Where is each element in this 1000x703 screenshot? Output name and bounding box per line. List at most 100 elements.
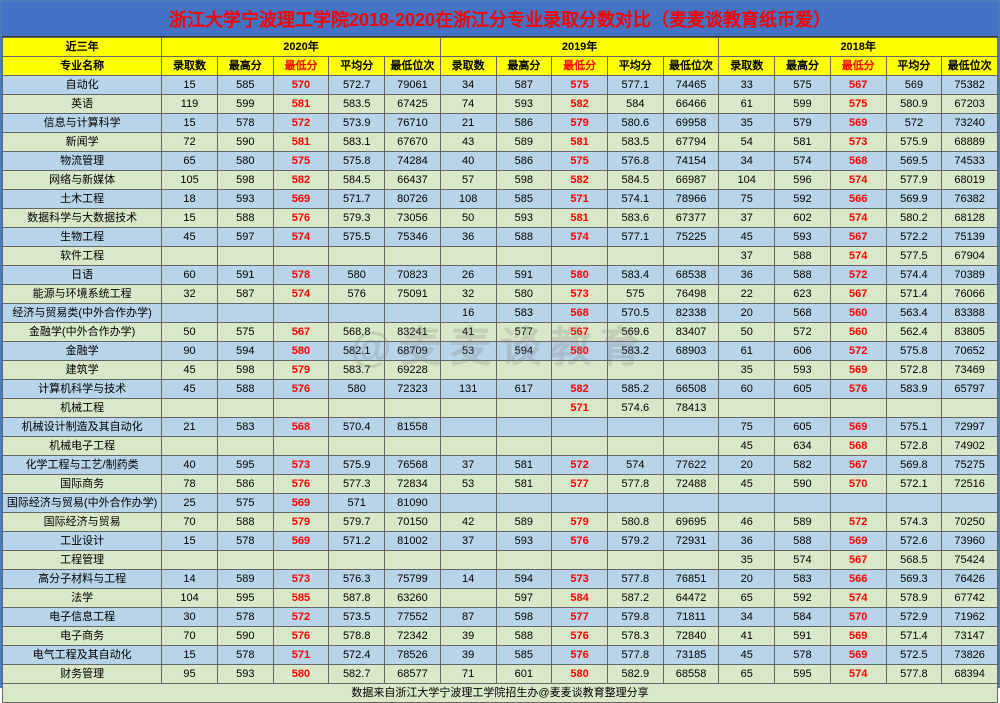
data-cell: 66437	[385, 171, 441, 190]
data-cell: 594	[496, 570, 552, 589]
data-cell: 576.8	[607, 152, 663, 171]
data-cell: 599	[217, 95, 273, 114]
data-cell: 574	[830, 247, 886, 266]
data-cell: 72997	[942, 418, 998, 437]
data-cell	[663, 247, 719, 266]
data-cell: 571.4	[886, 285, 942, 304]
data-cell: 593	[217, 665, 273, 684]
data-cell: 90	[162, 342, 218, 361]
data-cell: 572.8	[886, 437, 942, 456]
data-cell	[329, 399, 385, 418]
data-cell: 576	[552, 646, 608, 665]
data-cell: 588	[496, 228, 552, 247]
data-cell: 575	[217, 323, 273, 342]
data-cell: 69695	[663, 513, 719, 532]
data-cell	[552, 551, 608, 570]
data-cell	[217, 437, 273, 456]
data-cell: 65797	[942, 380, 998, 399]
table-row: 国际经济与贸易(中外合作办学)2557556957181090	[3, 494, 998, 513]
data-cell: 70652	[942, 342, 998, 361]
data-cell: 577.3	[329, 475, 385, 494]
data-cell: 575.9	[329, 456, 385, 475]
data-cell: 571	[329, 494, 385, 513]
data-cell: 74	[440, 95, 496, 114]
data-cell	[273, 304, 329, 323]
data-cell	[607, 418, 663, 437]
table-row: 国际商务78586576577.37283453581577577.872488…	[3, 475, 998, 494]
data-cell: 605	[775, 418, 831, 437]
data-cell: 70	[162, 513, 218, 532]
data-cell: 571	[273, 646, 329, 665]
footer-row: 数据来自浙江大学宁波理工学院招生办@麦麦谈教育整理分享	[3, 684, 998, 703]
data-cell: 569	[830, 627, 886, 646]
data-cell: 81002	[385, 532, 441, 551]
data-cell	[162, 247, 218, 266]
data-cell: 45	[719, 228, 775, 247]
data-cell: 589	[496, 513, 552, 532]
data-cell: 577.1	[607, 228, 663, 247]
table-row: 电子信息工程30578572573.57755287598577579.8718…	[3, 608, 998, 627]
subheader-cell: 最低分	[552, 57, 608, 76]
data-cell	[440, 247, 496, 266]
data-cell: 578	[217, 532, 273, 551]
major-cell: 工程管理	[3, 551, 162, 570]
data-cell	[719, 494, 775, 513]
data-cell: 577.9	[886, 171, 942, 190]
table-row: 机械工程571574.678413	[3, 399, 998, 418]
major-cell: 物流管理	[3, 152, 162, 171]
subheader-cell: 最高分	[217, 57, 273, 76]
data-cell: 572.4	[329, 646, 385, 665]
data-cell: 577.1	[607, 76, 663, 95]
data-cell: 569	[830, 114, 886, 133]
data-cell: 87	[440, 608, 496, 627]
data-cell: 575.8	[886, 342, 942, 361]
data-cell: 580.8	[607, 513, 663, 532]
major-header: 专业名称	[3, 57, 162, 76]
subheader-cell: 最高分	[496, 57, 552, 76]
data-cell: 66987	[663, 171, 719, 190]
table-row: 物流管理65580575575.87428440586575576.874154…	[3, 152, 998, 171]
data-cell: 598	[496, 608, 552, 627]
data-cell: 76382	[942, 190, 998, 209]
data-cell: 567	[830, 76, 886, 95]
data-cell: 18	[162, 190, 218, 209]
data-cell: 578	[775, 646, 831, 665]
data-cell: 596	[775, 171, 831, 190]
data-cell: 567	[552, 323, 608, 342]
data-cell: 61	[719, 95, 775, 114]
data-cell: 574	[830, 171, 886, 190]
table-row: 能源与环境系统工程3258757457675091325805735757649…	[3, 285, 998, 304]
data-cell	[329, 304, 385, 323]
data-cell: 574	[775, 152, 831, 171]
data-cell: 575.8	[329, 152, 385, 171]
major-cell: 网络与新媒体	[3, 171, 162, 190]
data-cell: 78966	[663, 190, 719, 209]
data-cell: 75799	[385, 570, 441, 589]
data-cell: 574.4	[886, 266, 942, 285]
data-cell: 20	[719, 456, 775, 475]
page-title: 浙江大学宁波理工学院2018-2020在浙江分专业录取分数对比（麦麦谈教育纸币爱…	[2, 2, 998, 37]
major-cell: 金融学(中外合作办学)	[3, 323, 162, 342]
data-cell: 573	[552, 570, 608, 589]
data-cell: 585	[273, 589, 329, 608]
data-cell: 39	[440, 627, 496, 646]
data-cell	[440, 361, 496, 380]
data-cell	[217, 551, 273, 570]
data-cell: 578.8	[329, 627, 385, 646]
data-cell: 597	[496, 589, 552, 608]
data-cell: 569.9	[886, 190, 942, 209]
data-cell: 569.6	[607, 323, 663, 342]
data-cell: 567	[830, 228, 886, 247]
data-cell: 575	[552, 76, 608, 95]
data-cell: 572	[830, 266, 886, 285]
table-row: 国际经济与贸易70588579579.77015042589579580.869…	[3, 513, 998, 532]
data-cell: 67742	[942, 589, 998, 608]
data-cell: 32	[162, 285, 218, 304]
data-cell: 73469	[942, 361, 998, 380]
data-cell: 72834	[385, 475, 441, 494]
table-row: 法学104595585587.863260597584587.264472655…	[3, 589, 998, 608]
data-cell: 569	[273, 494, 329, 513]
data-cell: 571.7	[329, 190, 385, 209]
data-cell: 577.8	[886, 665, 942, 684]
data-cell	[217, 399, 273, 418]
